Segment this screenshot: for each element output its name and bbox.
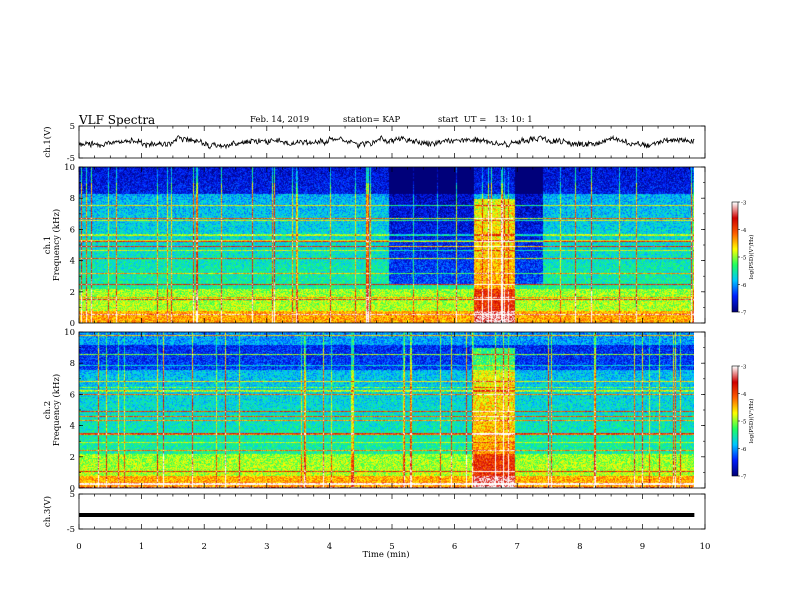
x-tick-label: 8 bbox=[577, 542, 582, 552]
x-tick-label: 0 bbox=[76, 542, 81, 552]
y-axis-label: Frequency (kHz) bbox=[51, 209, 62, 281]
colorbar-tick-label: -5 bbox=[741, 420, 747, 426]
y-tick-label: 0 bbox=[70, 319, 75, 329]
colorbar-tick-label: -6 bbox=[741, 283, 747, 289]
colorbar-tick-label: -4 bbox=[741, 228, 747, 234]
y-axis-label: ch.1(V) bbox=[42, 126, 53, 157]
y-tick-label: 4 bbox=[70, 257, 75, 267]
x-axis-label: Time (min) bbox=[362, 549, 409, 560]
x-tick-label: 3 bbox=[264, 542, 269, 552]
colorbar-tick-label: -7 bbox=[741, 475, 747, 481]
start-time-label: start UT = 13: 10: 1 bbox=[438, 115, 533, 125]
y-tick-label: 10 bbox=[64, 328, 75, 338]
spectrogram-image bbox=[79, 332, 694, 488]
colorbar-tick-label: -4 bbox=[741, 392, 747, 398]
y-axis-label: Frequency (kHz) bbox=[51, 374, 62, 446]
colorbar-tick-label: -5 bbox=[741, 256, 747, 262]
y-tick-label: 0 bbox=[70, 484, 75, 494]
y-tick-label: 2 bbox=[70, 453, 75, 463]
y-tick-label: 6 bbox=[70, 390, 75, 400]
colorbar-image bbox=[732, 202, 738, 312]
x-tick-label: 4 bbox=[327, 542, 332, 552]
colorbar-tick-label: -3 bbox=[741, 201, 747, 207]
panel-frame bbox=[78, 493, 706, 530]
colorbar-tick-label: -7 bbox=[741, 311, 747, 317]
x-tick-label: 2 bbox=[201, 542, 206, 552]
y-tick-label: -5 bbox=[67, 525, 75, 535]
station-label: station= KAP bbox=[343, 115, 401, 125]
y-tick-label: -5 bbox=[67, 154, 75, 164]
colorbar-tick-label: -3 bbox=[741, 365, 747, 371]
y-tick-label: 2 bbox=[70, 288, 75, 298]
x-tick-label: 10 bbox=[700, 542, 711, 552]
chart-title: VLF Spectra bbox=[79, 113, 156, 127]
x-tick-label: 7 bbox=[514, 542, 519, 552]
x-tick-label: 1 bbox=[139, 542, 144, 552]
y-axis-label: ch.3(V) bbox=[42, 496, 53, 527]
x-tick-label: 9 bbox=[640, 542, 645, 552]
y-axis-label: ch.1 bbox=[43, 236, 53, 254]
colorbar-tick-label: -6 bbox=[741, 447, 747, 453]
y-tick-label: 8 bbox=[70, 359, 75, 369]
colorbar-image bbox=[732, 366, 738, 476]
y-tick-label: 5 bbox=[70, 122, 75, 132]
spectrogram-image bbox=[79, 167, 694, 323]
y-tick-label: 6 bbox=[70, 225, 75, 235]
colorbar-label: log(PSD)(V²/Hz) bbox=[748, 399, 755, 444]
date-label: Feb. 14, 2019 bbox=[250, 115, 310, 125]
y-tick-label: 4 bbox=[70, 422, 75, 432]
y-tick-label: 8 bbox=[70, 194, 75, 204]
x-tick-label: 6 bbox=[452, 542, 457, 552]
y-tick-label: 10 bbox=[64, 163, 75, 173]
y-axis-label: ch.2 bbox=[43, 401, 53, 419]
y-tick-label: 5 bbox=[70, 490, 75, 500]
colorbar-label: log(PSD)(V²/Hz) bbox=[748, 235, 755, 280]
ch1-waveform-line bbox=[78, 134, 695, 150]
x-tick-label: 5 bbox=[389, 542, 394, 552]
